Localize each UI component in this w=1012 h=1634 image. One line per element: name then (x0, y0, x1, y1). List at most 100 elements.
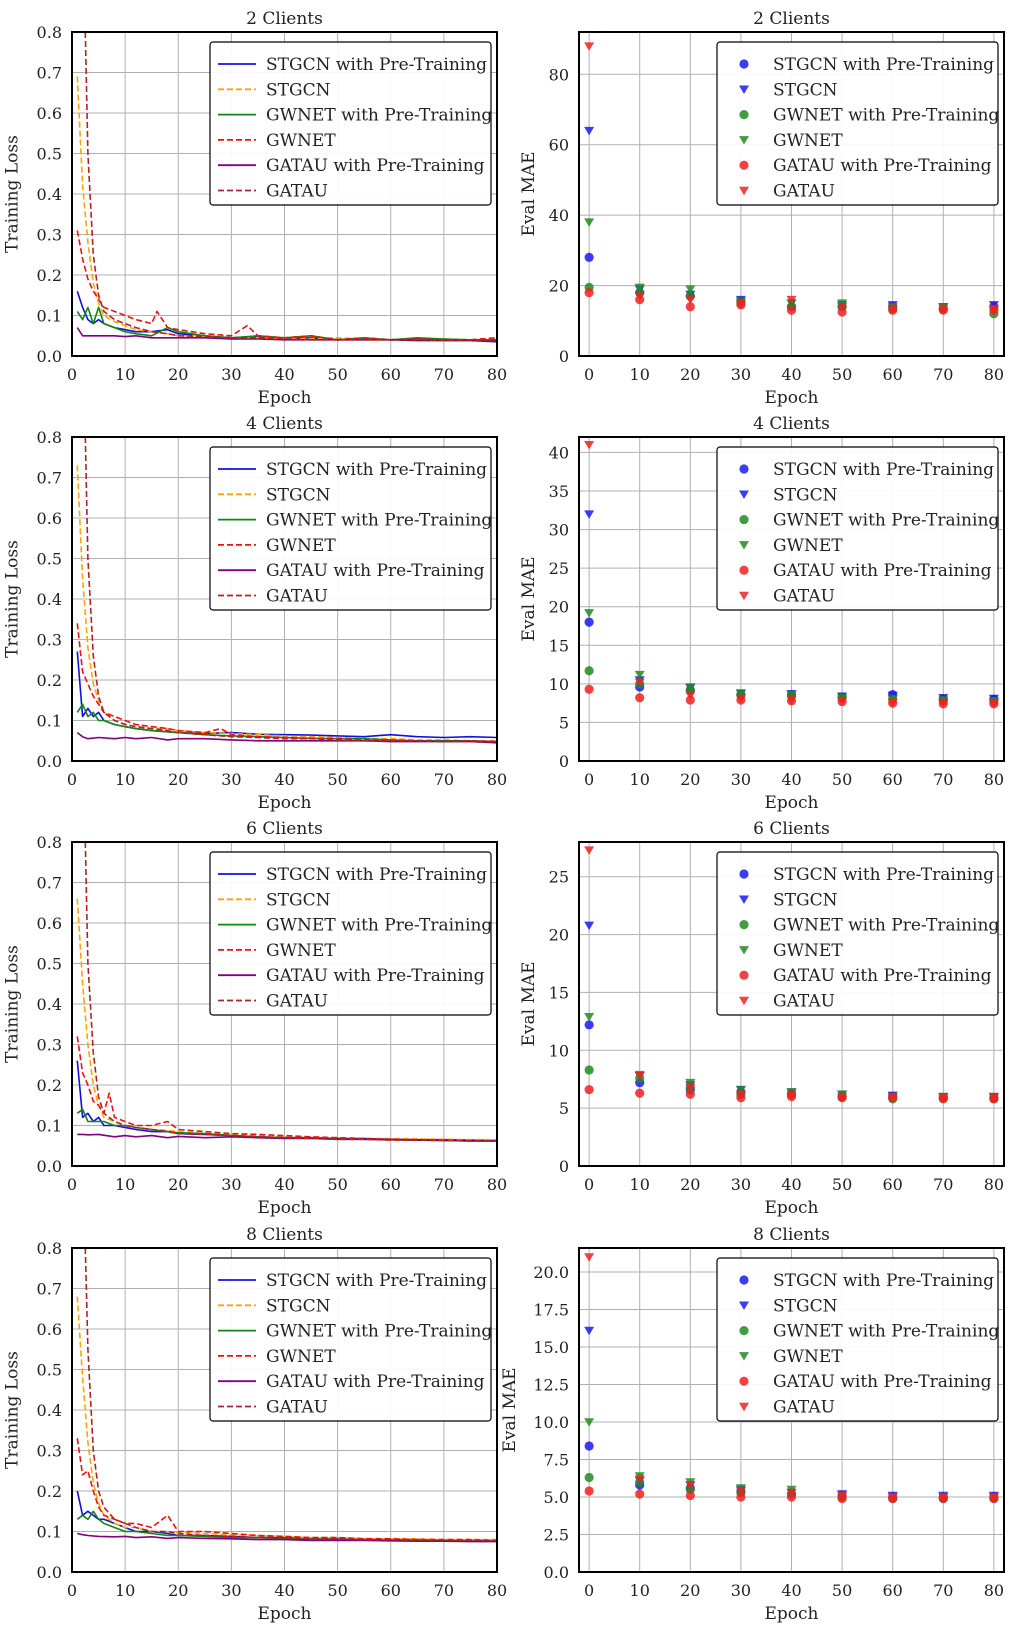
y-axis-title: Training Loss (3, 135, 23, 253)
legend-label: GWNET with Pre-Training (773, 511, 999, 531)
data-point-gatau (988, 699, 999, 708)
legend-label: GWNET with Pre-Training (266, 1322, 492, 1342)
data-point-gatau-with-pre-training (736, 1492, 746, 1502)
legend-label: GATAU with Pre-Training (266, 1372, 485, 1392)
y-axis-title: Eval MAE (519, 151, 539, 236)
chart-title: 2 Clients (246, 9, 323, 29)
x-tick-label: 40 (781, 365, 801, 384)
legend-marker-swatch (739, 1301, 749, 1311)
y-axis-title: Training Loss (3, 1351, 23, 1469)
data-point-gatau (584, 846, 595, 855)
x-tick-label: 50 (327, 365, 347, 384)
x-tick-label: 10 (630, 770, 650, 789)
x-tick-label: 30 (221, 365, 241, 384)
legend-label: GATAU with Pre-Training (266, 156, 485, 176)
legend-marker-swatch (739, 85, 749, 95)
y-tick-label: 0.1 (37, 712, 62, 731)
y-tick-label: 0.0 (544, 1563, 569, 1582)
x-axis-title: Epoch (258, 1198, 312, 1218)
chart-title: 2 Clients (753, 9, 830, 29)
data-point-gwnet-with-pre-training (584, 1065, 594, 1075)
x-axis-title: Epoch (765, 1198, 819, 1218)
legend-label: GWNET (773, 941, 843, 961)
x-tick-label: 50 (832, 365, 852, 384)
data-point-gatau-with-pre-training (635, 1088, 645, 1098)
y-tick-label: 0.2 (37, 266, 62, 285)
data-point-gatau-with-pre-training (685, 1089, 695, 1099)
x-tick-label: 80 (487, 1581, 507, 1600)
legend-marker-swatch (739, 110, 749, 120)
legend-label: GWNET with Pre-Training (266, 916, 492, 936)
legend-label: STGCN with Pre-Training (266, 865, 487, 885)
data-point-gatau (887, 304, 898, 314)
legend-label: STGCN (266, 1296, 331, 1316)
data-point-gwnet (584, 218, 595, 227)
plot-area (584, 846, 999, 1104)
y-tick-label: 20 (549, 926, 569, 945)
data-point-gatau-with-pre-training (584, 1085, 594, 1095)
data-point-gwnet-with-pre-training (584, 666, 594, 676)
x-tick-label: 80 (984, 1581, 1004, 1600)
x-tick-label: 30 (731, 1175, 751, 1194)
legend-marker-swatch (739, 895, 749, 905)
x-tick-label: 40 (274, 365, 294, 384)
x-tick-label: 30 (731, 365, 751, 384)
series-line-stgcn-with-pre-training (76, 1490, 497, 1542)
data-point-gatau (735, 299, 746, 308)
x-tick-label: 70 (933, 1175, 953, 1194)
legend-label: STGCN with Pre-Training (773, 1271, 994, 1291)
x-tick-label: 20 (168, 1581, 188, 1600)
data-point-gatau (988, 304, 999, 314)
legend-box (716, 1257, 999, 1422)
y-tick-label: 20 (549, 598, 569, 617)
data-point-stgcn-with-pre-training (584, 1441, 594, 1451)
legend-label: GATAU (773, 992, 835, 1012)
y-tick-label: 35 (549, 482, 569, 501)
data-point-gatau (837, 1092, 848, 1102)
data-point-gatau-with-pre-training (837, 307, 847, 317)
series-line-gatau (84, 437, 497, 743)
legend-box (209, 446, 492, 611)
x-tick-label: 30 (221, 1581, 241, 1600)
eval-mae-chart-4: 0 10 20 30 40 50 60 70 80 0.0 2.5 5.0 7.5 10.0 12.5 15.… (500, 1225, 1005, 1624)
plot-area (76, 1248, 497, 1543)
training-loss-chart-2: 0 10 20 30 40 50 60 70 80 0.0 0.1 0.2 0.3 0.4 0.5 0.6 0.… (3, 414, 508, 813)
x-tick-label: 60 (883, 365, 903, 384)
series-line-stgcn-with-pre-training (76, 651, 497, 739)
data-point-gatau (988, 1493, 999, 1502)
y-tick-label: 0 (559, 347, 569, 366)
legend-marker-swatch (739, 920, 749, 930)
x-tick-label: 50 (832, 1175, 852, 1194)
y-tick-label: 0.7 (37, 1280, 62, 1299)
x-tick-label: 30 (221, 770, 241, 789)
x-tick-label: 40 (781, 1581, 801, 1600)
x-tick-label: 60 (381, 365, 401, 384)
legend-label: GATAU (266, 587, 328, 607)
legend-label: GATAU (266, 992, 328, 1012)
x-tick-label: 40 (274, 1175, 294, 1194)
x-axis-title: Epoch (765, 793, 819, 813)
data-point-gwnet (584, 1418, 595, 1427)
x-tick-label: 0 (584, 1175, 594, 1194)
series-line-gwnet (76, 1438, 497, 1542)
plot-area (76, 437, 497, 744)
x-tick-label: 0 (584, 365, 594, 384)
y-tick-label: 0.1 (37, 1523, 62, 1542)
data-point-stgcn-with-pre-training (584, 1020, 594, 1030)
legend-marker-swatch (739, 59, 749, 69)
plot-frame (71, 1247, 498, 1573)
y-tick-label: 80 (549, 65, 569, 84)
legend-label: GATAU with Pre-Training (773, 561, 992, 581)
x-axis-title: Epoch (258, 388, 312, 408)
legend-marker-swatch (739, 1275, 749, 1285)
x-tick-label: 70 (933, 1581, 953, 1600)
x-tick-label: 20 (680, 365, 700, 384)
data-point-gatau (685, 1481, 696, 1490)
y-axis-title: Training Loss (3, 540, 23, 658)
y-tick-label: 25 (549, 868, 569, 887)
legend-marker-swatch (739, 565, 749, 575)
x-tick-label: 60 (883, 1581, 903, 1600)
x-tick-label: 50 (832, 770, 852, 789)
chart-title: 6 Clients (753, 819, 830, 839)
y-tick-label: 17.5 (533, 1301, 569, 1320)
